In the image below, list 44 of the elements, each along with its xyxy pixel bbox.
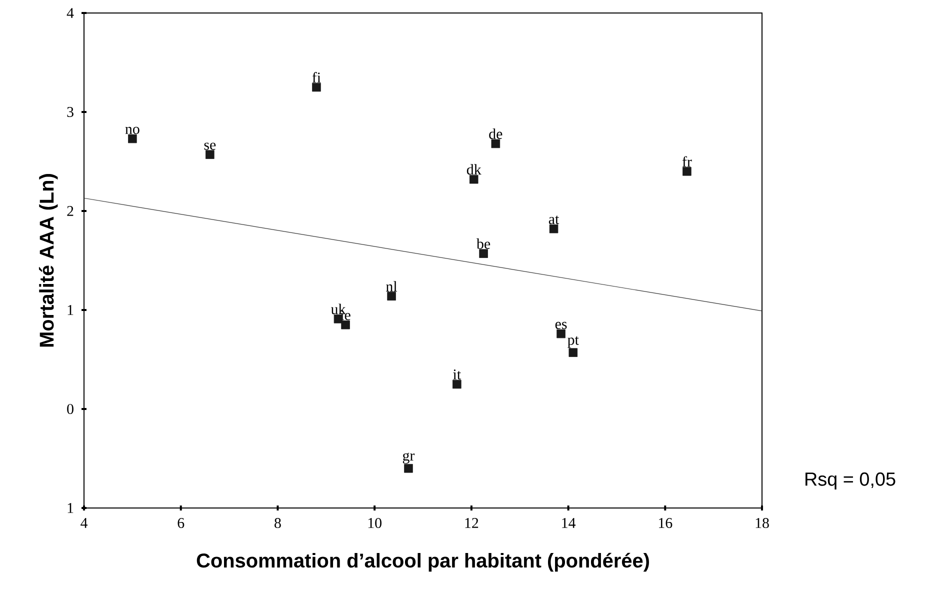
data-label: it (453, 370, 461, 380)
data-label: be (476, 238, 490, 249)
x-tick-label: 12 (465, 518, 478, 528)
point (479, 249, 488, 258)
point (549, 224, 558, 234)
point (341, 320, 350, 330)
point (206, 150, 214, 159)
data-label: no (125, 126, 140, 134)
point (452, 380, 462, 389)
data-label: fi (312, 72, 321, 83)
y-tick-label: 2 (67, 206, 74, 216)
x-tick-label: 8 (274, 518, 281, 528)
data-label: fr (682, 156, 692, 167)
y-tick-label: 1 (68, 503, 74, 513)
point (682, 167, 692, 176)
point (469, 174, 478, 184)
point (568, 348, 578, 357)
x-tick-label: 4 (80, 518, 88, 528)
x-tick-label: 16 (658, 518, 672, 528)
x-tick-label: 18 (756, 518, 769, 528)
x-tick-label: 10 (368, 518, 382, 528)
data-label: at (548, 216, 560, 224)
y-axis-title: Mortalité AAA (Ln) (38, 174, 58, 347)
y-tick-label: 3 (67, 106, 74, 118)
point (491, 139, 500, 148)
data-label: se (204, 142, 216, 150)
data-label: de (489, 128, 502, 139)
y-tick-label: 0 (67, 404, 74, 414)
data-label: dk (466, 164, 482, 175)
point (556, 329, 566, 338)
point (387, 292, 396, 301)
y-tick-label: 1 (68, 305, 74, 315)
data-label: es (555, 322, 567, 330)
x-tick-label: 6 (178, 518, 184, 528)
x-tick-label: 14 (562, 518, 576, 528)
x-axis-title: Consommation d’alcool par habitant (pondérée) (196, 552, 649, 572)
data-label: gr (402, 452, 415, 464)
text: Rsq = 0,05 (806, 472, 896, 490)
data-label: nl (386, 281, 398, 292)
y-tick-label: 4 (66, 8, 74, 18)
data-label: pt (568, 336, 579, 348)
point (128, 134, 137, 144)
point (312, 82, 321, 92)
point (404, 464, 413, 473)
